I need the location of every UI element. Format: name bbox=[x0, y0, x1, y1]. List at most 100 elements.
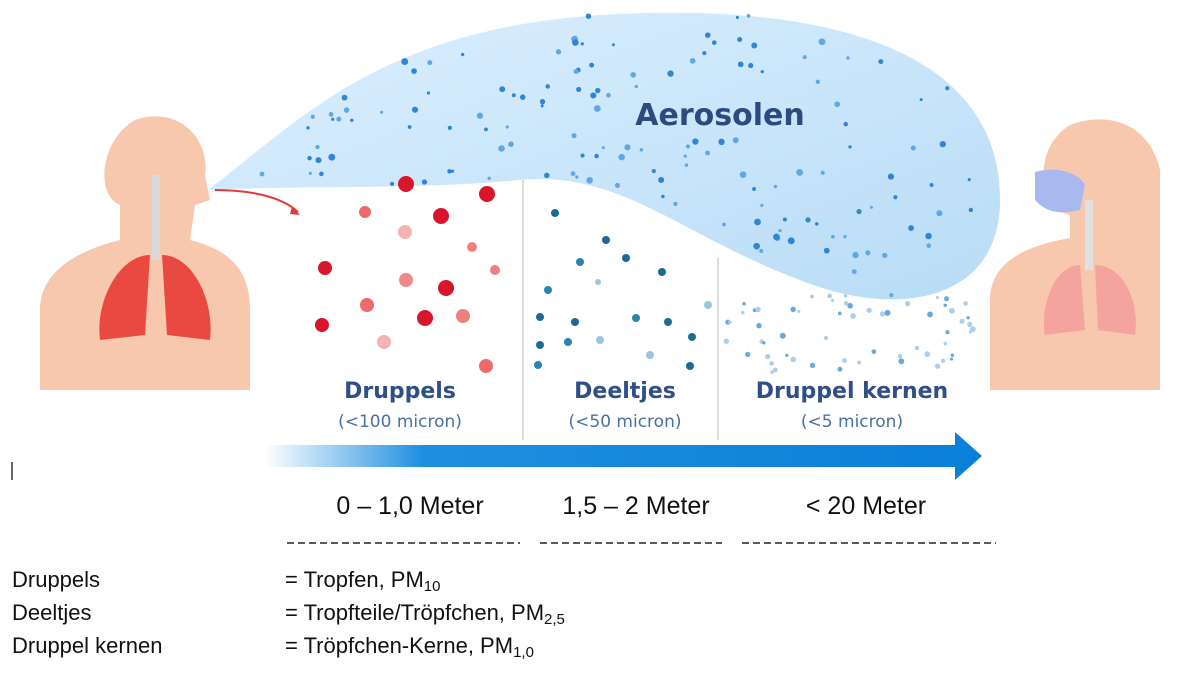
dot bbox=[935, 363, 940, 368]
dot bbox=[925, 233, 931, 239]
dot bbox=[736, 16, 739, 19]
dot bbox=[640, 148, 643, 151]
subscript: 2,5 bbox=[544, 611, 565, 628]
dot bbox=[673, 202, 677, 206]
dot bbox=[534, 361, 542, 369]
dot bbox=[871, 349, 876, 354]
dot bbox=[595, 88, 600, 93]
dot bbox=[571, 133, 576, 138]
dot bbox=[960, 319, 965, 324]
dot bbox=[761, 70, 764, 73]
dot bbox=[752, 187, 756, 191]
definition-text: = Tropfen, PM bbox=[285, 567, 424, 592]
dot bbox=[540, 99, 545, 104]
dot bbox=[908, 225, 914, 231]
dot bbox=[760, 204, 763, 207]
dot bbox=[632, 314, 640, 322]
dot bbox=[572, 39, 579, 46]
dot bbox=[950, 357, 953, 360]
term: Deeltjes bbox=[12, 600, 91, 625]
dot bbox=[927, 312, 933, 318]
dot bbox=[544, 286, 552, 294]
dot bbox=[824, 336, 828, 340]
definitions: Druppels = Tropfen, PM10 Deeltjes = Trop… bbox=[12, 567, 565, 661]
dot bbox=[447, 169, 451, 173]
dot bbox=[594, 154, 599, 159]
dot bbox=[319, 172, 324, 177]
dot bbox=[571, 318, 579, 326]
dot bbox=[870, 206, 873, 209]
dot bbox=[499, 86, 505, 92]
dot bbox=[551, 209, 559, 217]
dot bbox=[574, 69, 579, 74]
dot bbox=[867, 308, 872, 313]
dot bbox=[837, 367, 842, 372]
dot bbox=[915, 346, 919, 350]
dot bbox=[667, 70, 673, 76]
dot bbox=[885, 310, 891, 316]
dot bbox=[328, 154, 335, 161]
dot bbox=[740, 171, 747, 178]
dot bbox=[685, 163, 689, 167]
dot bbox=[630, 72, 636, 78]
dot bbox=[844, 301, 848, 305]
dot bbox=[843, 235, 846, 238]
dot bbox=[590, 92, 596, 98]
dot bbox=[747, 14, 751, 18]
dot bbox=[805, 217, 810, 222]
dot bbox=[788, 237, 795, 244]
dot bbox=[344, 107, 350, 113]
dot bbox=[575, 175, 578, 178]
dot bbox=[893, 195, 897, 199]
dot bbox=[448, 126, 452, 130]
dot bbox=[856, 209, 861, 214]
dot bbox=[783, 218, 787, 222]
dot bbox=[646, 351, 654, 359]
dot bbox=[765, 354, 770, 359]
dot bbox=[477, 113, 483, 119]
dot bbox=[755, 307, 760, 312]
dot bbox=[924, 351, 930, 357]
dot bbox=[880, 311, 885, 316]
dot bbox=[827, 294, 832, 299]
dot bbox=[712, 40, 717, 45]
dot bbox=[944, 342, 947, 345]
dot bbox=[944, 304, 947, 307]
dot bbox=[658, 177, 664, 183]
dot bbox=[898, 358, 904, 364]
dot bbox=[315, 318, 329, 332]
dot bbox=[865, 250, 870, 255]
dot bbox=[581, 42, 584, 45]
subscript: 10 bbox=[424, 578, 441, 595]
dot bbox=[315, 157, 321, 163]
dot bbox=[810, 295, 814, 299]
dot bbox=[586, 177, 593, 184]
dot bbox=[336, 117, 341, 122]
infographic: Druppels (<100 micron) Deeltjes (<50 mic… bbox=[0, 0, 1186, 673]
dot bbox=[905, 301, 910, 306]
dot bbox=[401, 58, 408, 65]
dot bbox=[307, 156, 312, 161]
dot bbox=[589, 63, 594, 68]
dot bbox=[602, 146, 605, 149]
dot bbox=[377, 335, 391, 349]
dot bbox=[966, 316, 969, 319]
dot bbox=[606, 93, 611, 98]
dot bbox=[733, 137, 739, 143]
dot bbox=[838, 312, 842, 316]
dot bbox=[602, 236, 610, 244]
dot bbox=[753, 243, 760, 250]
dot bbox=[844, 294, 848, 298]
dot bbox=[536, 341, 544, 349]
subscript: 1,0 bbox=[513, 644, 534, 661]
dot bbox=[705, 32, 711, 38]
dot bbox=[949, 308, 955, 314]
term: Druppels bbox=[12, 567, 100, 592]
dot bbox=[576, 258, 584, 266]
dot bbox=[778, 229, 781, 232]
distance: 0 – 1,0 Meter bbox=[336, 492, 483, 520]
dot bbox=[595, 279, 601, 285]
dot bbox=[821, 171, 825, 175]
dot bbox=[490, 265, 500, 275]
dot bbox=[260, 172, 265, 177]
